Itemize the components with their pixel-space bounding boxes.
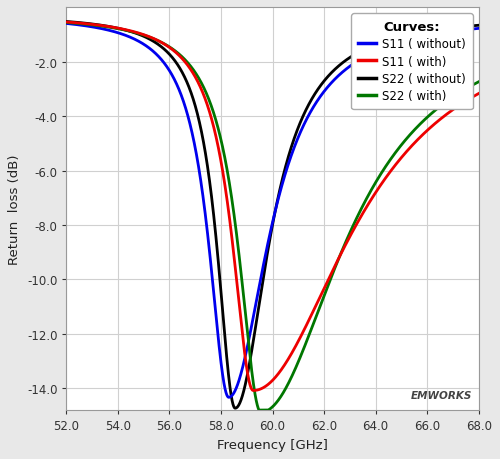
Legend: S11 ( without), S11 ( with), S22 ( without), S22 ( with): S11 ( without), S11 ( with), S22 ( witho… [351,14,473,110]
X-axis label: Frequency [GHz]: Frequency [GHz] [217,438,328,451]
Y-axis label: Return  loss (dB): Return loss (dB) [8,154,22,264]
Text: EMWORKS: EMWORKS [411,390,472,400]
